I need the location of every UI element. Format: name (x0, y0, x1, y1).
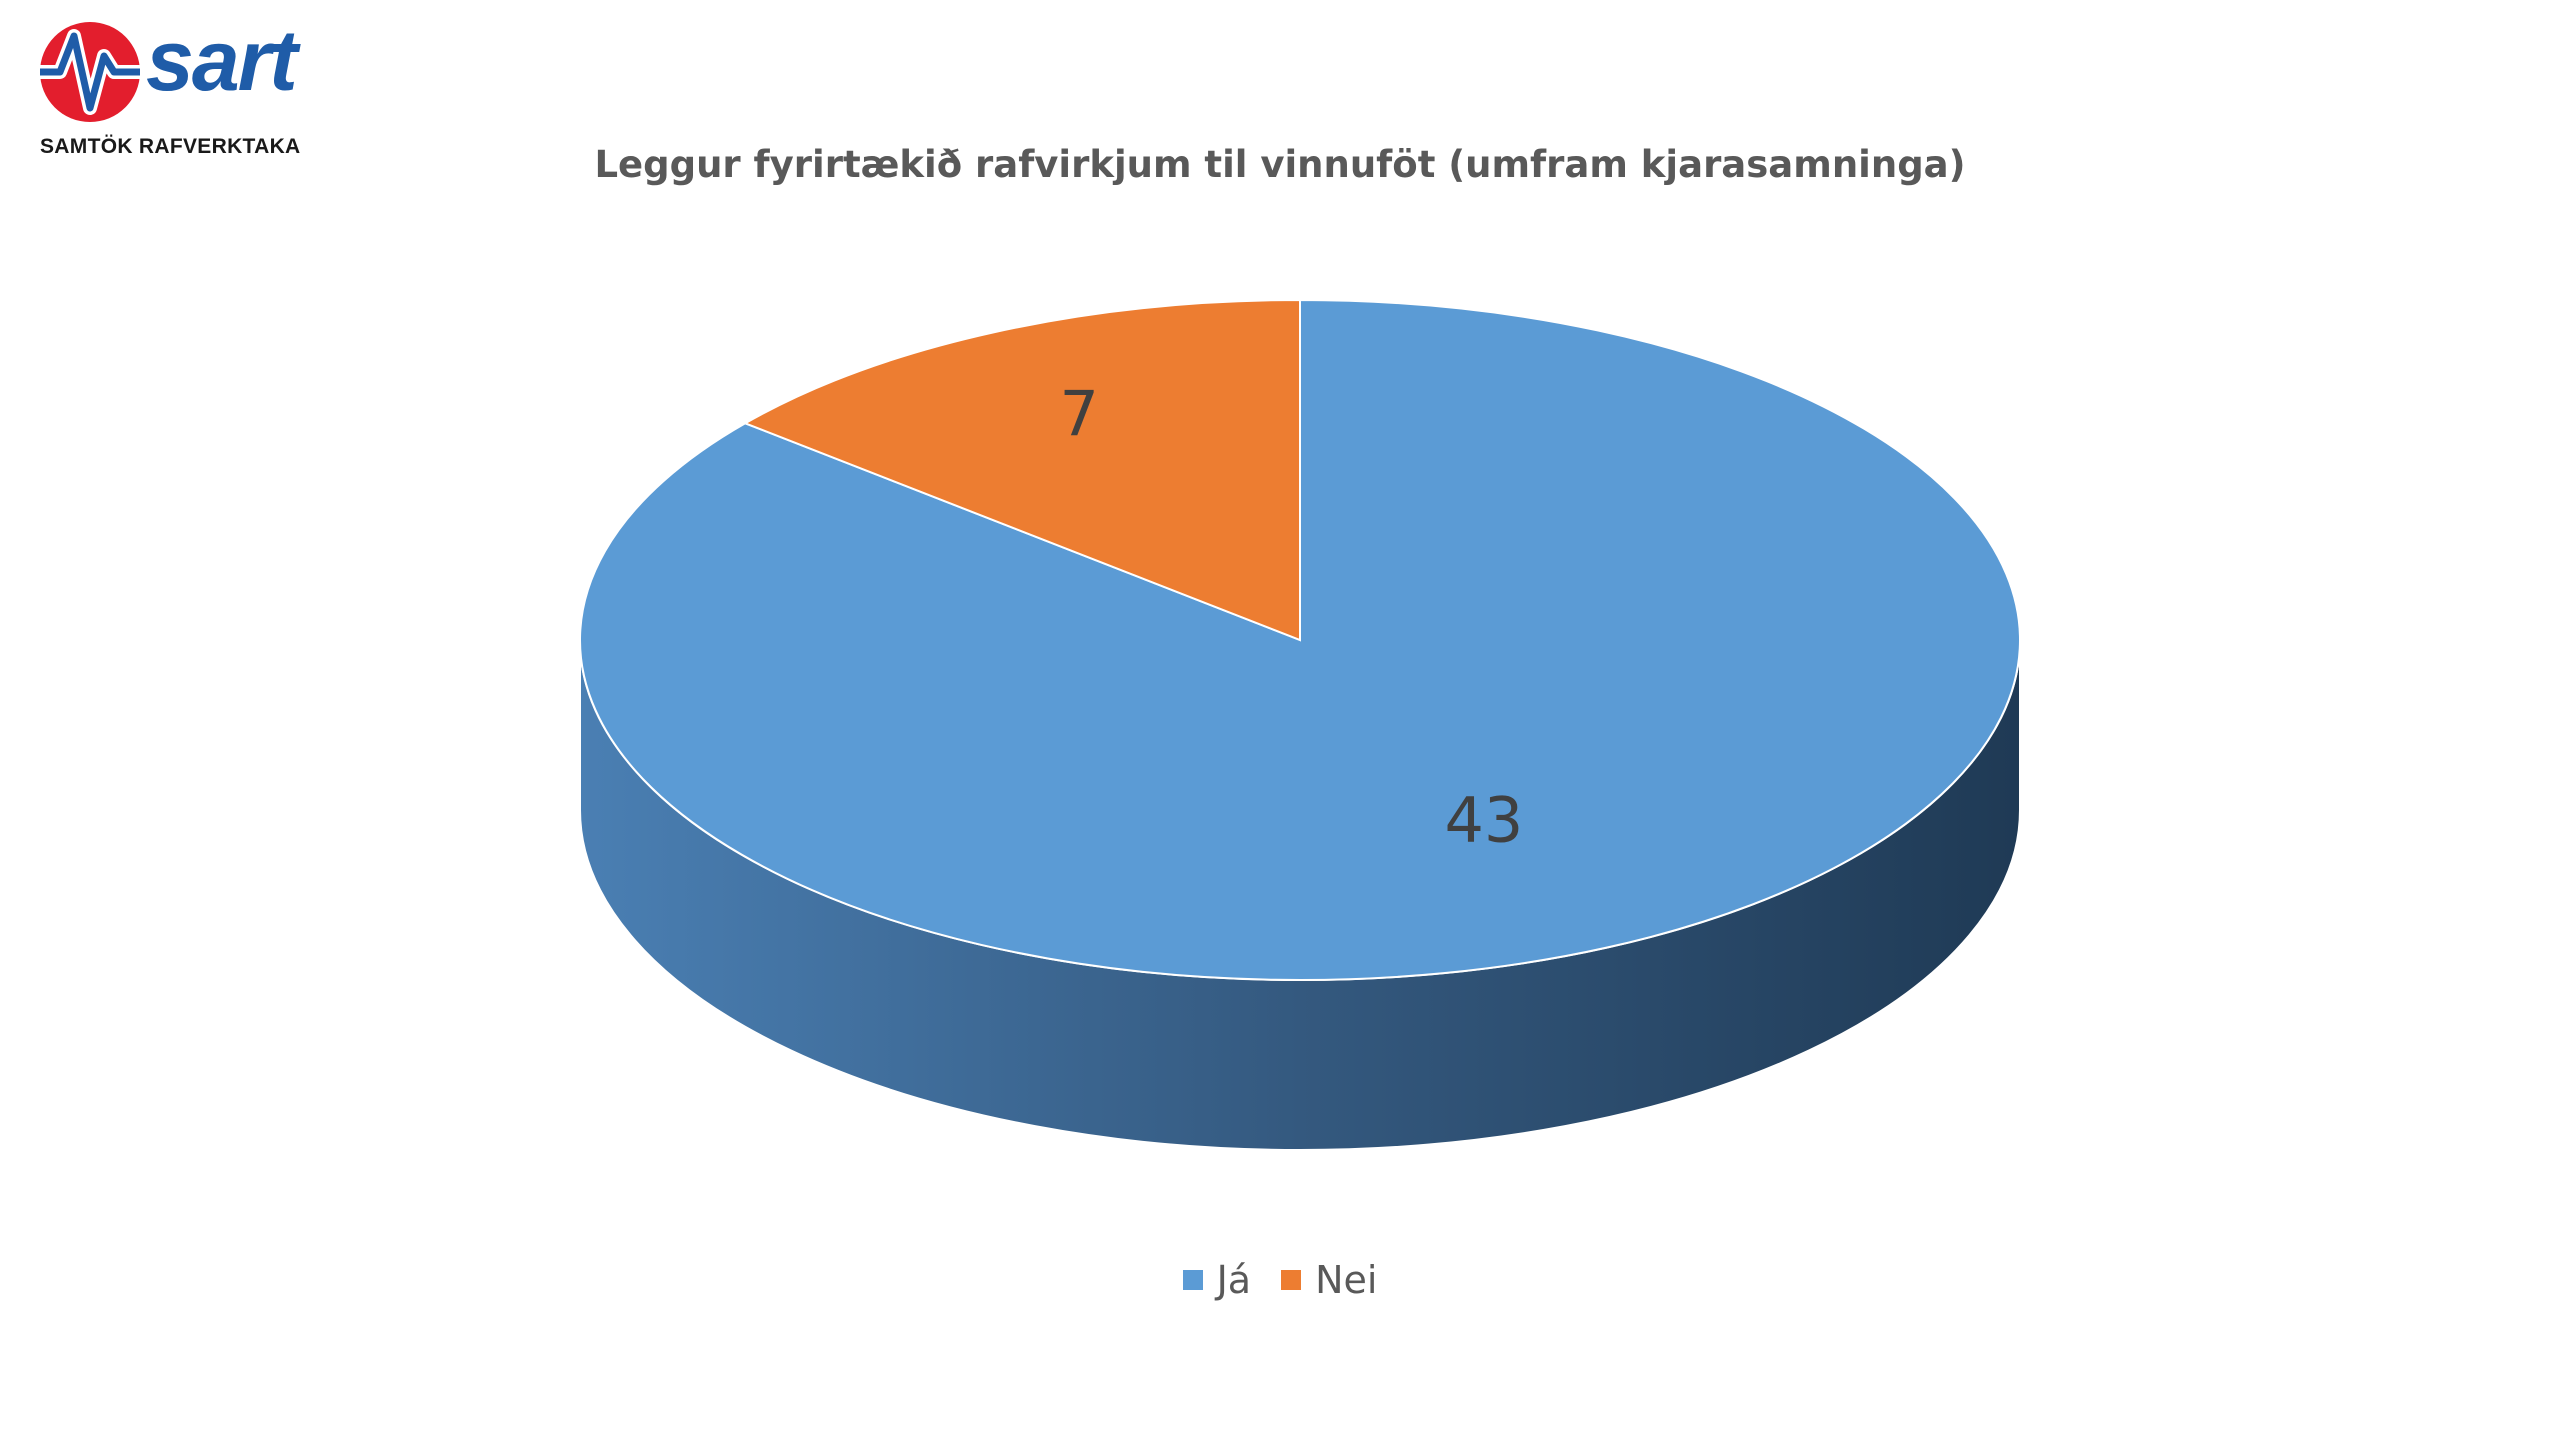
chart-legend: Já Nei (0, 1258, 2560, 1302)
logo-wordmark: sart (146, 13, 298, 109)
logo-tagline: SAMTÖK RAFVERKTAKA (40, 135, 301, 158)
legend-item-nei: Nei (1281, 1258, 1377, 1302)
legend-item-ja: Já (1182, 1258, 1252, 1302)
legend-swatch (1182, 1270, 1203, 1290)
chart-title: Leggur fyrirtækið rafvirkjum til vinnufö… (594, 143, 1966, 186)
data-label-ja: 43 (1444, 784, 1523, 857)
legend-label: Nei (1315, 1258, 1378, 1302)
sart-logo: sart SAMTÖK RAFVERKTAKA (38, 13, 338, 165)
data-label-nei: 7 (1060, 378, 1099, 451)
legend-label: Já (1216, 1258, 1252, 1302)
legend-swatch (1281, 1270, 1302, 1290)
sart-logo-mark-icon (40, 22, 140, 122)
pie-slice-nei (742, 298, 1301, 642)
